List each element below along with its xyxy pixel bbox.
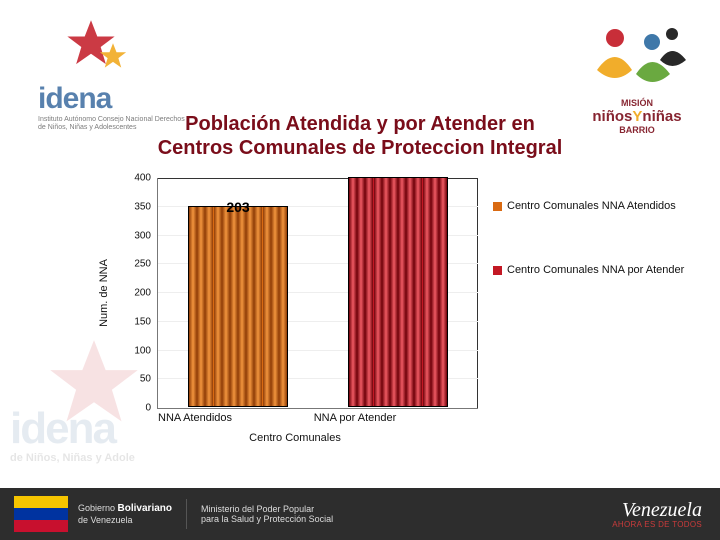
footer-separator xyxy=(186,499,187,529)
star-icon xyxy=(98,42,128,72)
title-line-1: Población Atendida y por Atender en xyxy=(185,113,535,135)
mision-figure-icon xyxy=(582,20,692,96)
page-root: idena Instituto Autónomo Consejo Naciona… xyxy=(0,0,720,540)
bar-value-label: 203 xyxy=(188,199,288,215)
legend-swatch-icon xyxy=(493,202,502,211)
legend-item: Centro Comunales NNA Atendidos xyxy=(493,200,693,212)
footer-bar: Gobierno Bolivariano de Venezuela Minist… xyxy=(0,488,720,540)
footer-brand-name: Venezuela xyxy=(612,499,702,521)
title-line-2: Centros Comunales de Proteccion Integral xyxy=(158,137,563,159)
chart-legend: Centro Comunales NNA Atendidos Centro Co… xyxy=(493,200,693,328)
flag-icon xyxy=(14,496,68,532)
logo-idena-word: idena xyxy=(38,82,111,116)
x-category-1: NNA Atendidos xyxy=(135,412,255,424)
footer-gobierno: Gobierno Bolivariano de Venezuela xyxy=(78,503,172,525)
plot-right-border xyxy=(477,178,478,408)
legend-swatch-icon xyxy=(493,266,502,275)
legend-label: Centro Comunales NNA Atendidos xyxy=(507,200,676,212)
x-axis-label: Centro Comunales xyxy=(115,432,475,444)
mision-line1: MISIÓN xyxy=(621,98,653,108)
footer-ministerio: Ministerio del Poder Popular para la Sal… xyxy=(201,504,333,525)
chart-title: Población Atendida y por Atender en Cent… xyxy=(0,112,720,160)
footer-gov-line1: Gobierno xyxy=(78,503,115,513)
footer-min-line1: Ministerio del Poder Popular xyxy=(201,504,314,514)
watermark-word: idena xyxy=(10,404,115,454)
footer-brand: Venezuela AHORA ES DE TODOS xyxy=(612,499,702,530)
footer-gov-line2: Bolivariano xyxy=(118,503,172,514)
y-axis-label: Num. de NNA xyxy=(97,178,111,408)
bar-por-atender xyxy=(348,177,448,407)
legend-item: Centro Comunales NNA por Atender xyxy=(493,264,693,276)
bar-atendidos xyxy=(188,206,288,407)
footer-gov-line3: de Venezuela xyxy=(78,515,133,525)
footer-brand-slogan: AHORA ES DE TODOS xyxy=(612,521,702,530)
legend-label: Centro Comunales NNA por Atender xyxy=(507,264,684,276)
footer-min-line2: para la Salud y Protección Social xyxy=(201,514,333,524)
plot-area: 203 xyxy=(157,178,478,409)
x-category-2: NNA por Atender xyxy=(295,412,415,424)
bar-chart: Num. de NNA 050100150200250300350400 203… xyxy=(115,178,705,438)
watermark-caption: de Niños, Niñas y Adole xyxy=(10,452,135,464)
